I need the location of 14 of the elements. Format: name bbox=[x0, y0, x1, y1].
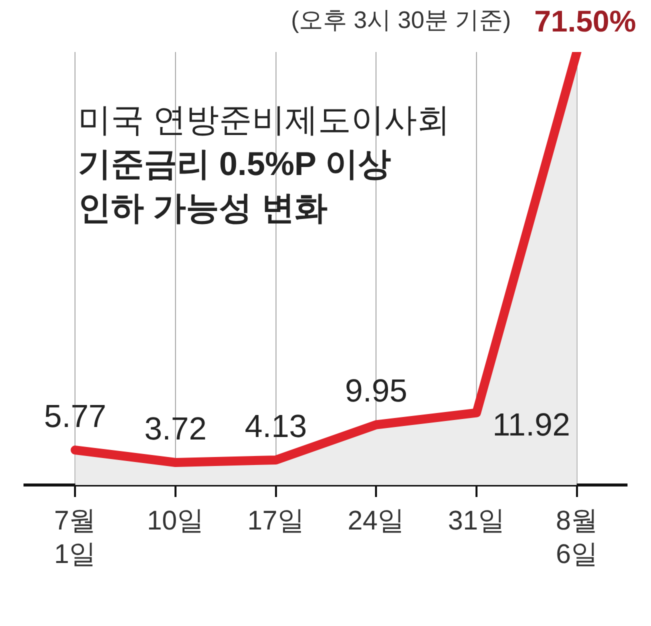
x-tick-label: 8월 6일 bbox=[556, 505, 598, 570]
x-tick-label: 7월 1일 bbox=[54, 505, 96, 570]
data-label: 5.77 bbox=[44, 398, 106, 434]
x-tick-label: 24일 bbox=[348, 505, 405, 536]
x-tick-label: 10일 bbox=[146, 505, 204, 536]
text: (오후 3시 30분 기준) bbox=[290, 6, 511, 36]
x-tick-label: 17일 bbox=[247, 505, 304, 536]
data-label: 9.95 bbox=[345, 372, 408, 409]
data-label: 4.13 bbox=[244, 408, 307, 444]
data-label: 71.50% bbox=[534, 5, 636, 38]
data-label: 3.72 bbox=[144, 410, 207, 446]
x-tick-label: 31일 bbox=[448, 505, 506, 536]
text: 미국 연방준비제도이사회 기준금리 0.5%P 이상 인하 가능성 변화 bbox=[78, 100, 450, 228]
data-label: 11.92 bbox=[492, 406, 570, 443]
